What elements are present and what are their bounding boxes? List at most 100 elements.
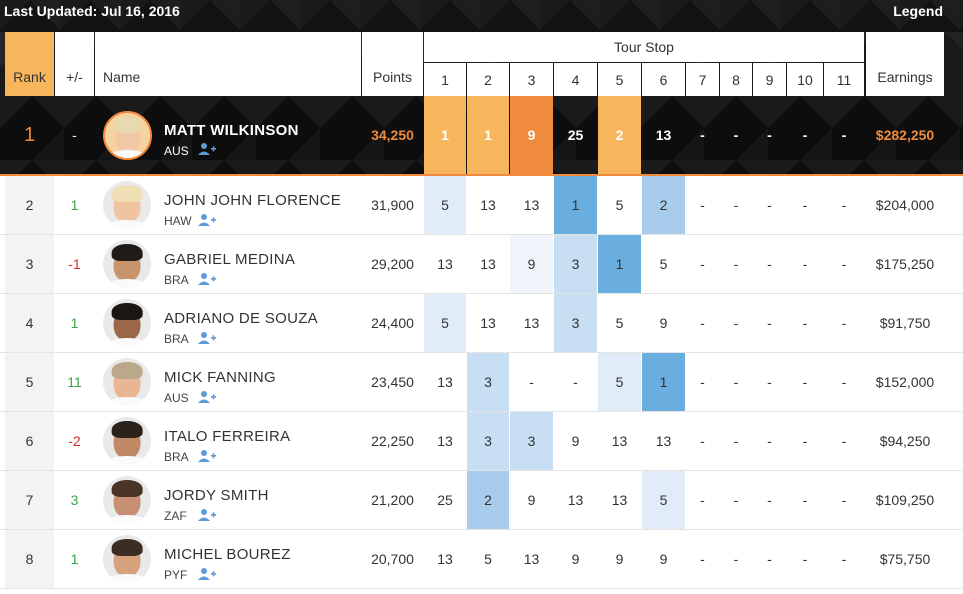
stop-cell-11: -	[841, 315, 847, 331]
stop-cell-5: 5	[598, 353, 641, 411]
earnings-cell: $75,750	[879, 551, 931, 567]
header-rank[interactable]: Rank	[5, 32, 54, 96]
add-user-icon[interactable]	[197, 213, 217, 227]
leader-rank: 1	[23, 123, 36, 146]
surfer-name[interactable]: JORDY SMITH	[164, 487, 269, 504]
add-user-icon[interactable]	[197, 449, 217, 463]
stop-cell-9: -	[767, 197, 772, 213]
stop-cell-8: -	[733, 492, 739, 508]
add-user-icon[interactable]	[197, 508, 217, 522]
avatar[interactable]	[103, 535, 151, 583]
table-row[interactable]: 3 -1 GABRIEL MEDINA BRA 29,200 13 13 9 3 1 5- - - -…	[0, 235, 963, 294]
stop-cell-3: -	[529, 374, 534, 390]
avatar[interactable]	[103, 240, 151, 288]
add-user-icon[interactable]	[197, 142, 217, 156]
stop-cell-11: -	[841, 374, 847, 390]
header-earnings[interactable]: Earnings	[866, 32, 944, 96]
add-user-icon[interactable]	[197, 331, 217, 345]
last-updated-text: Last Updated: Jul 16, 2016	[4, 3, 180, 19]
rank-cell: 6	[5, 412, 54, 470]
stop-cell-2: 13	[480, 256, 496, 272]
surfer-name[interactable]: JOHN JOHN FLORENCE	[164, 192, 342, 209]
surfer-name[interactable]: ITALO FERREIRA	[164, 428, 291, 445]
stop-cell-2: 2	[467, 471, 509, 529]
add-user-icon[interactable]	[197, 390, 217, 404]
stop-cell-8: -	[733, 256, 739, 272]
surfer-name[interactable]: ADRIANO DE SOUZA	[164, 310, 318, 327]
change-cell: 1	[70, 197, 79, 213]
stop-cell-6: 9	[659, 315, 668, 331]
stop-cell-10: -	[802, 551, 808, 567]
surfer-country: HAW	[164, 214, 192, 228]
stop-cell-3: 9	[527, 492, 536, 508]
stop-cell-5: 1	[598, 235, 641, 293]
header-stop-11: 11	[824, 63, 864, 96]
stop-cell-2: 3	[467, 412, 509, 470]
legend-link[interactable]: Legend	[893, 3, 943, 19]
add-user-icon[interactable]	[197, 272, 217, 286]
table-row[interactable]: 5 11 MICK FANNING AUS 23,450 13 3- -5 1- - - - - $1…	[0, 353, 963, 412]
add-user-icon[interactable]	[197, 567, 217, 581]
stop-cell-8: -	[733, 197, 739, 213]
stop-cell-2: 13	[480, 315, 496, 331]
surfer-country: BRA	[164, 273, 189, 287]
change-cell: 1	[70, 315, 79, 331]
stop-cell-10: -	[802, 374, 808, 390]
stop-cell-2: 13	[480, 197, 496, 213]
avatar[interactable]	[103, 476, 151, 524]
avatar[interactable]	[103, 181, 151, 229]
stop-cell-9: -	[767, 433, 772, 449]
stop-cell-5: 5	[615, 315, 624, 331]
rank-cell: 3	[5, 235, 54, 293]
stop-cell-1: 5	[424, 294, 466, 352]
avatar[interactable]	[103, 299, 151, 347]
header-stop-2: 2	[467, 63, 509, 96]
surfer-name[interactable]: MICHEL BOUREZ	[164, 546, 291, 563]
leader-stop-8: -	[733, 127, 739, 143]
header-change[interactable]: +/-	[55, 32, 94, 96]
stop-cell-8: -	[733, 551, 739, 567]
stop-cell-4: 1	[554, 176, 597, 234]
leader-stop-10: -	[802, 127, 808, 143]
rank-cell: 7	[5, 471, 54, 529]
change-cell: 1	[70, 551, 79, 567]
rank-cell: 2	[5, 176, 54, 234]
header-name[interactable]: Name	[95, 32, 361, 96]
stop-cell-3: 3	[510, 412, 553, 470]
leader-stop-5: 2	[598, 96, 641, 174]
stop-cell-6: 5	[642, 471, 685, 529]
avatar[interactable]	[103, 358, 151, 406]
leader-change: -	[72, 127, 77, 143]
stop-cell-3: 13	[523, 197, 540, 213]
stop-cell-7: -	[700, 433, 705, 449]
stop-cell-4: 3	[554, 235, 597, 293]
leader-country: AUS	[164, 144, 189, 158]
leader-name[interactable]: MATT WILKINSON	[164, 122, 299, 139]
header-tour-stop: Tour Stop	[424, 32, 864, 62]
leader-stop-3: 9	[510, 96, 553, 174]
avatar[interactable]	[103, 111, 152, 160]
stop-cell-8: -	[733, 374, 739, 390]
stop-cell-10: -	[802, 492, 808, 508]
stop-cell-7: -	[700, 197, 705, 213]
earnings-cell: $109,250	[875, 492, 935, 508]
stop-cell-8: -	[733, 315, 739, 331]
surfer-name[interactable]: MICK FANNING	[164, 369, 276, 386]
stop-cell-2: 5	[484, 551, 492, 567]
earnings-cell: $175,250	[875, 256, 935, 272]
points-cell: 22,250	[371, 433, 414, 449]
avatar[interactable]	[103, 417, 151, 465]
leader-row[interactable]: 1 - MATT WILKINSON AUS 34,250 1 1 9 25 2 13- -…	[0, 96, 963, 176]
points-cell: 23,450	[371, 374, 414, 390]
surfer-name[interactable]: GABRIEL MEDINA	[164, 251, 296, 268]
header-points[interactable]: Points	[362, 32, 423, 96]
surfer-country: BRA	[164, 450, 189, 464]
stop-cell-9: -	[767, 315, 772, 331]
points-cell: 20,700	[371, 551, 414, 567]
table-row[interactable]: 6 -2 ITALO FERREIRA BRA 22,250 13 3 3 9 13 13 - - -…	[0, 412, 963, 471]
stop-cell-1: 13	[437, 374, 453, 390]
